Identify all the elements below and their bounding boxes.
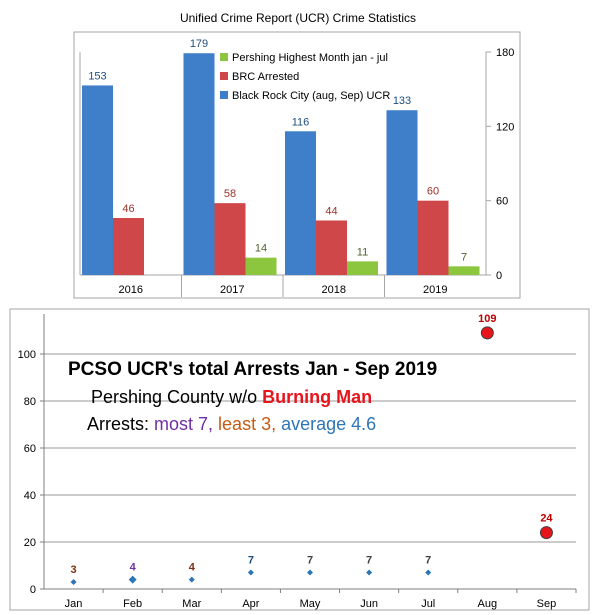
chart2-data-label: 7 bbox=[307, 555, 313, 567]
chart1-legend-label: Black Rock City (aug, Sep) UCR bbox=[232, 90, 390, 102]
chart2-ytick-label: 40 bbox=[24, 490, 36, 502]
chart1-bar bbox=[347, 261, 378, 275]
chart1-bar bbox=[113, 218, 144, 275]
chart2-data-label: 7 bbox=[366, 555, 372, 567]
chart2-data-label: 7 bbox=[248, 555, 254, 567]
chart2-xtick-label: Sep bbox=[537, 598, 557, 610]
chart1-data-label: 58 bbox=[224, 188, 236, 200]
chart2-stats-prefix: Arrests: bbox=[87, 414, 154, 434]
chart1-legend-label: Pershing Highest Month jan - jul bbox=[232, 52, 388, 64]
chart2-xtick-label: Feb bbox=[123, 598, 142, 610]
chart2-xtick-label: Apr bbox=[242, 598, 259, 610]
chart2-point bbox=[307, 569, 313, 576]
chart1-legend-swatch bbox=[220, 72, 228, 80]
chart1-bar bbox=[448, 266, 480, 275]
chart1-data-label: 46 bbox=[122, 203, 134, 215]
chart2-ytick-label: 80 bbox=[24, 396, 36, 408]
chart2-point bbox=[70, 578, 77, 585]
chart2-data-label: 4 bbox=[130, 562, 137, 574]
chart2-stats: Arrests: most 7, least 3, average 4.6 bbox=[87, 414, 376, 434]
chart1-ytick-label: 60 bbox=[496, 196, 508, 208]
chart1-data-label: 7 bbox=[461, 251, 467, 263]
chart1-xtick-label: 2018 bbox=[322, 284, 346, 296]
chart2-ytick-label: 20 bbox=[24, 537, 36, 549]
chart2-xtick-label: Aug bbox=[478, 598, 498, 610]
chart1-xtick-label: 2016 bbox=[119, 284, 143, 296]
chart2-point bbox=[480, 326, 494, 340]
chart2-point bbox=[425, 569, 432, 576]
chart2-data-label: 3 bbox=[70, 564, 76, 576]
chart1-title: Unified Crime Report (UCR) Crime Statist… bbox=[180, 11, 416, 25]
chart2-data-label: 24 bbox=[540, 513, 553, 525]
chart2-stats-most: most 7, bbox=[154, 414, 213, 434]
chart2-title: PCSO UCR's total Arrests Jan - Sep 2019 bbox=[68, 359, 437, 380]
chart1-legend-label: BRC Arrested bbox=[232, 71, 299, 83]
chart1-data-label: 44 bbox=[325, 205, 337, 217]
chart1-frame bbox=[73, 31, 521, 299]
chart1-bar bbox=[245, 257, 277, 275]
chart2-data-label: 4 bbox=[189, 562, 196, 574]
ucr-bar-chart: Unified Crime Report (UCR) Crime Statist… bbox=[73, 11, 521, 299]
chart1-data-label: 133 bbox=[393, 95, 411, 107]
chart1-data-label: 179 bbox=[190, 38, 208, 50]
chart1-ytick-label: 0 bbox=[496, 270, 502, 282]
chart2-point bbox=[366, 569, 373, 576]
chart1-data-label: 153 bbox=[88, 70, 106, 82]
chart2-point bbox=[247, 569, 254, 576]
chart2-data-label: 109 bbox=[478, 313, 496, 325]
chart1-data-label: 14 bbox=[255, 243, 267, 255]
chart1-bar bbox=[386, 110, 418, 275]
chart1-bar bbox=[316, 220, 347, 275]
chart1-data-label: 116 bbox=[292, 116, 310, 128]
chart2-subtitle-prefix: Pershing County w/o bbox=[91, 387, 262, 407]
chart1-legend-swatch bbox=[220, 53, 228, 61]
chart1-bar bbox=[82, 85, 113, 275]
chart1-data-label: 60 bbox=[427, 186, 439, 198]
chart2-stats-least: least 3, bbox=[218, 414, 276, 434]
chart2-subtitle-highlight: Burning Man bbox=[262, 387, 372, 407]
chart2-ytick-label: 0 bbox=[30, 584, 36, 596]
chart2-xtick-label: Jun bbox=[360, 598, 378, 610]
chart2-data-label: 7 bbox=[425, 555, 431, 567]
chart1-data-label: 11 bbox=[357, 246, 368, 258]
chart2-stats-average: average 4.6 bbox=[281, 414, 376, 434]
chart1-ytick-label: 120 bbox=[496, 121, 514, 133]
chart2-xtick-label: May bbox=[300, 598, 321, 610]
chart2-ytick-label: 60 bbox=[24, 443, 36, 455]
chart1-bar bbox=[214, 203, 246, 275]
chart2-subtitle: Pershing County w/o Burning Man bbox=[91, 387, 372, 407]
chart2-frame bbox=[9, 308, 590, 611]
chart2-xtick-label: Mar bbox=[182, 598, 201, 610]
chart1-bar bbox=[183, 53, 215, 275]
chart1-xtick-label: 2019 bbox=[423, 284, 447, 296]
chart1-bar bbox=[285, 131, 316, 275]
chart2-point bbox=[128, 575, 137, 584]
arrests-scatter-chart: 0 20 40 60 80 100 Jan Feb Mar Apr May Jun Jul Aug Sep… bbox=[9, 308, 590, 611]
chart1-bar bbox=[417, 200, 449, 275]
chart2-point bbox=[188, 576, 195, 583]
chart1-xtick-label: 2017 bbox=[220, 284, 244, 296]
chart2-point bbox=[539, 526, 553, 540]
chart2-xtick-label: Jan bbox=[65, 598, 83, 610]
chart1-ytick-label: 180 bbox=[496, 47, 514, 59]
chart1-legend-swatch bbox=[220, 91, 228, 99]
chart2-ytick-label: 100 bbox=[18, 349, 36, 361]
chart2-xtick-label: Jul bbox=[421, 598, 435, 610]
